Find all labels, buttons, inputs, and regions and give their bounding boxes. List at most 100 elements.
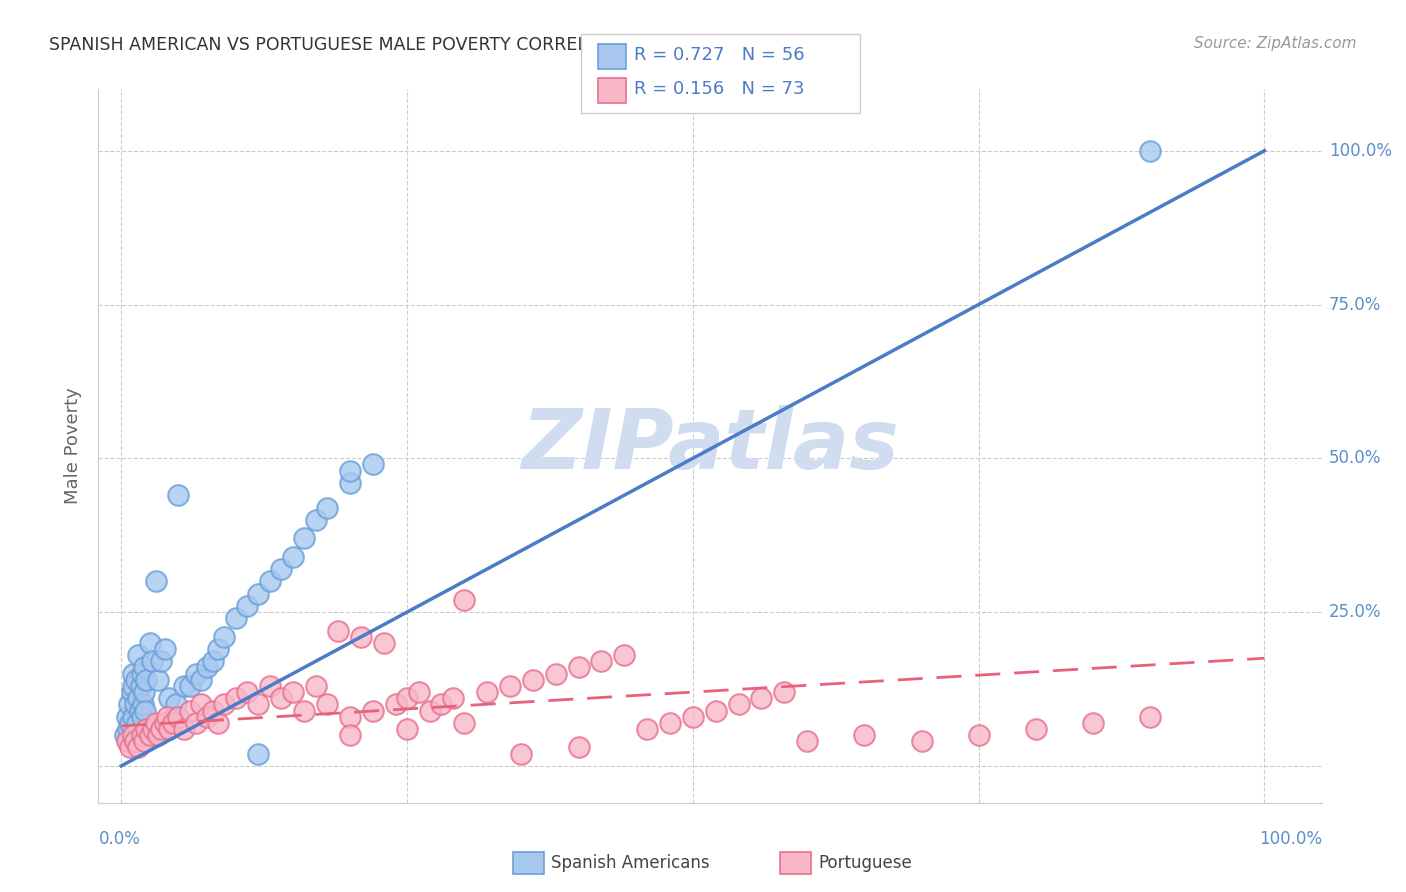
Point: [128, 704, 150, 718]
Point: [212, 698, 235, 712]
Point: [247, 747, 270, 761]
Point: [142, 722, 165, 736]
Point: [225, 611, 247, 625]
Point: [117, 722, 139, 736]
Point: [396, 722, 419, 736]
Point: [304, 513, 326, 527]
Point: [773, 685, 796, 699]
Point: [127, 715, 149, 730]
Point: [567, 740, 589, 755]
Point: [162, 709, 184, 723]
Point: [751, 691, 773, 706]
Point: [134, 685, 156, 699]
Point: [190, 673, 212, 687]
Point: [328, 624, 350, 638]
Point: [682, 709, 704, 723]
Point: [134, 660, 156, 674]
Point: [179, 704, 201, 718]
Point: [129, 679, 152, 693]
Point: [236, 685, 259, 699]
Point: [131, 728, 153, 742]
Point: [544, 666, 567, 681]
Point: [259, 574, 281, 589]
Point: [270, 691, 292, 706]
Point: [384, 698, 406, 712]
Point: [134, 704, 156, 718]
Text: 100.0%: 100.0%: [1329, 142, 1392, 160]
Point: [236, 599, 259, 613]
Point: [247, 587, 270, 601]
Point: [259, 679, 281, 693]
Point: [796, 734, 818, 748]
Point: [475, 685, 498, 699]
Point: [207, 642, 229, 657]
Point: [1139, 144, 1161, 158]
Point: [247, 698, 270, 712]
Point: [510, 747, 533, 761]
Point: [281, 685, 304, 699]
Point: [339, 709, 361, 723]
Text: Spanish Americans: Spanish Americans: [551, 854, 710, 871]
Point: [316, 500, 339, 515]
Point: [292, 704, 315, 718]
Point: [613, 648, 636, 662]
Point: [153, 715, 176, 730]
Point: [453, 592, 475, 607]
Point: [115, 709, 138, 723]
Text: 0.0%: 0.0%: [98, 830, 141, 847]
Point: [173, 679, 195, 693]
Text: SPANISH AMERICAN VS PORTUGUESE MALE POVERTY CORRELATION CHART: SPANISH AMERICAN VS PORTUGUESE MALE POVE…: [49, 36, 704, 54]
Point: [179, 679, 201, 693]
Point: [184, 666, 207, 681]
Point: [125, 673, 148, 687]
Point: [162, 715, 184, 730]
Point: [146, 728, 169, 742]
Point: [499, 679, 522, 693]
Text: 50.0%: 50.0%: [1329, 450, 1381, 467]
Point: [704, 704, 727, 718]
Point: [121, 709, 143, 723]
Point: [131, 666, 153, 681]
Point: [225, 691, 247, 706]
Point: [292, 531, 315, 545]
Point: [121, 666, 143, 681]
Point: [135, 722, 157, 736]
Point: [195, 660, 218, 674]
Point: [419, 704, 441, 718]
Point: [115, 734, 138, 748]
Point: [173, 722, 195, 736]
Point: [1139, 709, 1161, 723]
Point: [167, 709, 190, 723]
Point: [157, 691, 180, 706]
Point: [636, 722, 658, 736]
Point: [195, 709, 218, 723]
Point: [339, 475, 361, 490]
Point: [124, 698, 146, 712]
Point: [135, 673, 157, 687]
Point: [127, 648, 149, 662]
Point: [141, 654, 163, 668]
Text: R = 0.727   N = 56: R = 0.727 N = 56: [634, 46, 804, 64]
Point: [132, 698, 155, 712]
Point: [212, 630, 235, 644]
Point: [408, 685, 430, 699]
Point: [150, 722, 173, 736]
Point: [373, 636, 395, 650]
Point: [121, 679, 143, 693]
Point: [453, 715, 475, 730]
Point: [201, 704, 224, 718]
Point: [201, 654, 224, 668]
Point: [396, 691, 419, 706]
Point: [165, 698, 187, 712]
Point: [727, 698, 749, 712]
Text: 25.0%: 25.0%: [1329, 603, 1381, 621]
Point: [1081, 715, 1104, 730]
Point: [207, 715, 229, 730]
Text: ZIPatlas: ZIPatlas: [522, 406, 898, 486]
Point: [145, 574, 167, 589]
Point: [124, 734, 146, 748]
Point: [567, 660, 589, 674]
Point: [156, 715, 179, 730]
Point: [145, 715, 167, 730]
Text: 75.0%: 75.0%: [1329, 295, 1381, 313]
